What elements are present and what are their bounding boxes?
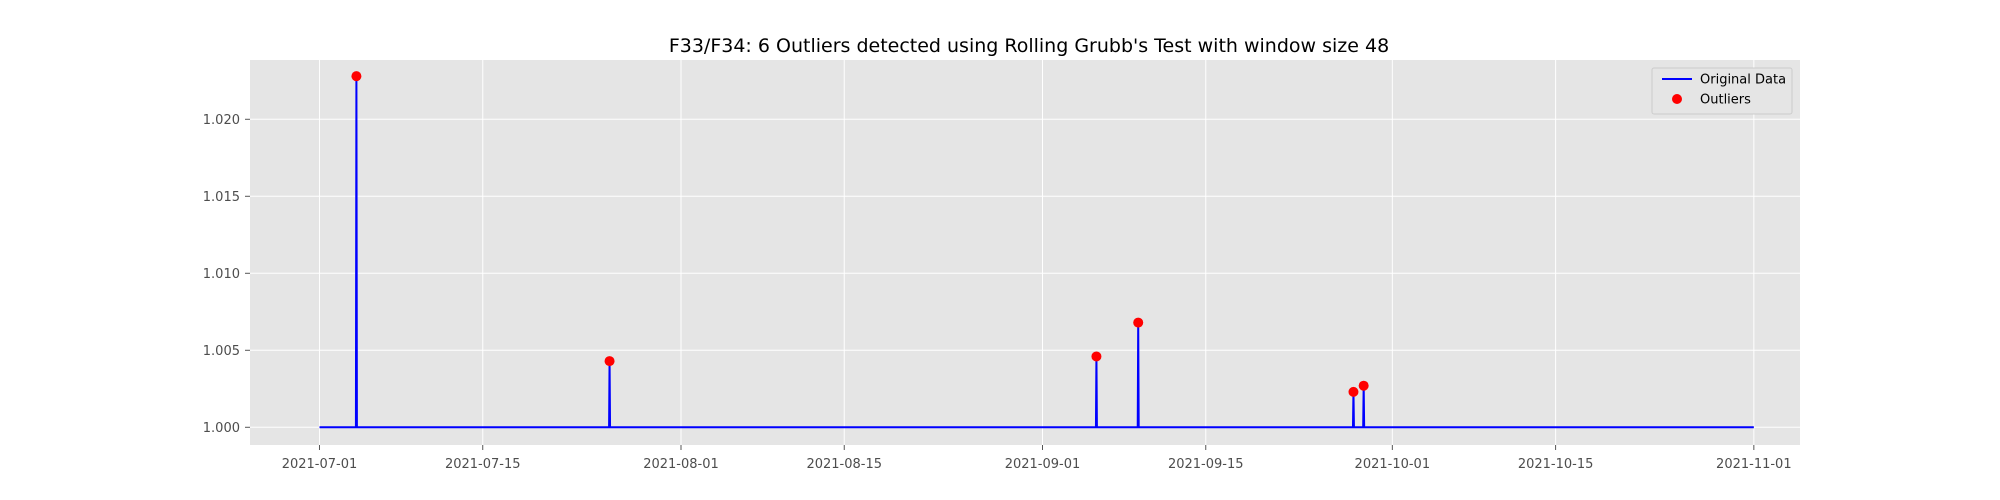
- x-tick-label: 2021-10-01: [1355, 457, 1431, 472]
- x-tick-label: 2021-08-15: [806, 457, 882, 472]
- y-tick-label: 1.005: [203, 344, 240, 359]
- legend: Original Data Outliers: [1651, 67, 1793, 115]
- y-tick-label: 1.015: [203, 190, 240, 205]
- legend-label-original-data: Original Data: [1700, 73, 1786, 88]
- x-tick-label: 2021-11-01: [1716, 457, 1792, 472]
- series-layer: [319, 71, 1754, 429]
- outlier-point: [1133, 317, 1144, 328]
- x-tick-label: 2021-10-15: [1518, 457, 1594, 472]
- y-tick-label: 1.010: [203, 267, 240, 282]
- chart-title: F33/F34: 6 Outliers detected using Rolli…: [669, 35, 1389, 57]
- x-tick-label: 2021-09-01: [1005, 457, 1081, 472]
- x-tick-label: 2021-07-01: [282, 457, 358, 472]
- y-tick-label: 1.000: [203, 421, 240, 436]
- outlier-point: [604, 356, 615, 367]
- series-line-original-data: [319, 76, 1754, 429]
- axes: 2021-07-01 2021-07-15 2021-08-01 2021-08-15…: [203, 113, 1792, 472]
- x-tick-label: 2021-09-15: [1168, 457, 1244, 472]
- plot-area: [250, 60, 1800, 445]
- outlier-point: [1348, 386, 1359, 397]
- outlier-point: [351, 71, 362, 82]
- y-tick-label: 1.020: [203, 113, 240, 128]
- legend-label-outliers: Outliers: [1700, 93, 1751, 108]
- outlier-point: [1358, 380, 1369, 391]
- legend-marker-outliers: [1672, 94, 1682, 104]
- x-tick-label: 2021-08-01: [643, 457, 719, 472]
- outlier-point: [1091, 351, 1102, 362]
- x-tick-label: 2021-07-15: [445, 457, 521, 472]
